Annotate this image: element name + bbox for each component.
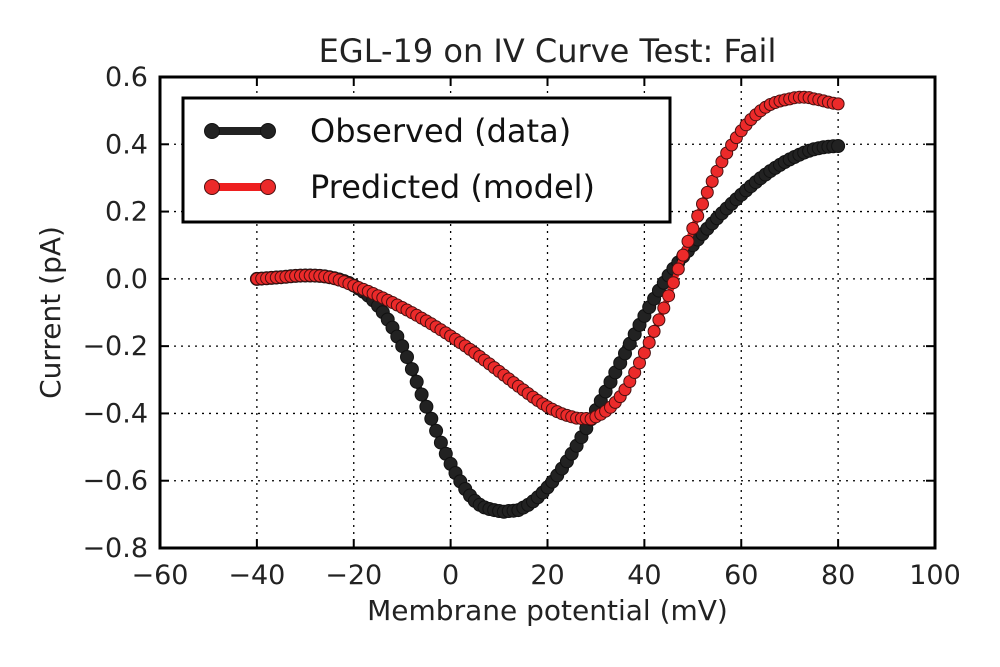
y-axis-title: Current (pA): [34, 226, 67, 399]
data-point: [647, 324, 661, 338]
data-point: [424, 411, 439, 426]
data-point: [642, 336, 656, 349]
data-point: [671, 262, 685, 276]
y-tick-label: 0.4: [105, 129, 148, 160]
data-point: [657, 301, 671, 315]
y-tick-label: 0.0: [105, 264, 148, 295]
x-tick-label: −40: [228, 560, 285, 591]
data-point: [662, 289, 676, 303]
data-point: [831, 139, 846, 153]
legend-label: Predicted (model): [310, 168, 595, 206]
x-tick-label: 40: [627, 560, 661, 591]
legend-swatch-marker: [204, 179, 220, 195]
data-point: [419, 399, 434, 414]
legend-label: Observed (data): [310, 112, 571, 150]
y-tick-label: 0.6: [105, 62, 148, 93]
data-point: [700, 185, 714, 199]
data-point: [652, 313, 666, 327]
legend-entries: Observed (data) Predicted (model): [204, 112, 595, 206]
data-point: [409, 374, 424, 389]
y-tick-label: −0.8: [82, 533, 148, 564]
y-tick-label: 0.2: [105, 197, 148, 228]
data-point: [414, 387, 429, 402]
y-tick-label: −0.6: [82, 466, 148, 497]
chart-title: EGL-19 on IV Curve Test: Fail: [319, 32, 777, 70]
legend-entry: Observed (data): [204, 112, 571, 150]
y-tick-label: −0.4: [82, 398, 148, 429]
data-point: [686, 221, 700, 235]
legend-box: [181, 96, 672, 224]
x-axis-title: Membrane potential (mV): [367, 594, 728, 627]
x-tick-label: 80: [821, 560, 855, 591]
axis-tick-labels: −60 −40 −20 0 20 40 60 80 100 0.6 0.4 0.2 0.0 −0.2 −0.…: [82, 62, 960, 591]
x-tick-label: −20: [325, 560, 382, 591]
x-tick-label: 60: [724, 560, 758, 591]
x-tick-label: 100: [909, 560, 961, 591]
data-point: [696, 197, 709, 211]
data-point: [400, 350, 414, 364]
predicted-series: [250, 90, 845, 426]
plot-series: [249, 90, 846, 519]
data-point: [429, 423, 444, 438]
legend-swatch-marker: [260, 123, 276, 139]
x-tick-label: 0: [442, 560, 459, 591]
legend: Observed (data) Predicted (model): [181, 96, 672, 224]
data-point: [676, 248, 690, 262]
legend-swatch-marker: [204, 123, 220, 139]
legend-entry: Predicted (model): [204, 168, 595, 206]
axis-ticks: [159, 76, 936, 549]
x-tick-label: 20: [530, 560, 564, 591]
data-point: [831, 97, 845, 111]
legend-swatch-marker: [260, 179, 276, 195]
data-point: [404, 362, 419, 377]
data-point: [666, 276, 680, 290]
data-point: [637, 346, 651, 360]
x-tick-label: −60: [132, 560, 189, 591]
y-tick-label: −0.2: [82, 331, 148, 362]
data-point: [691, 209, 705, 223]
data-point: [681, 234, 695, 248]
